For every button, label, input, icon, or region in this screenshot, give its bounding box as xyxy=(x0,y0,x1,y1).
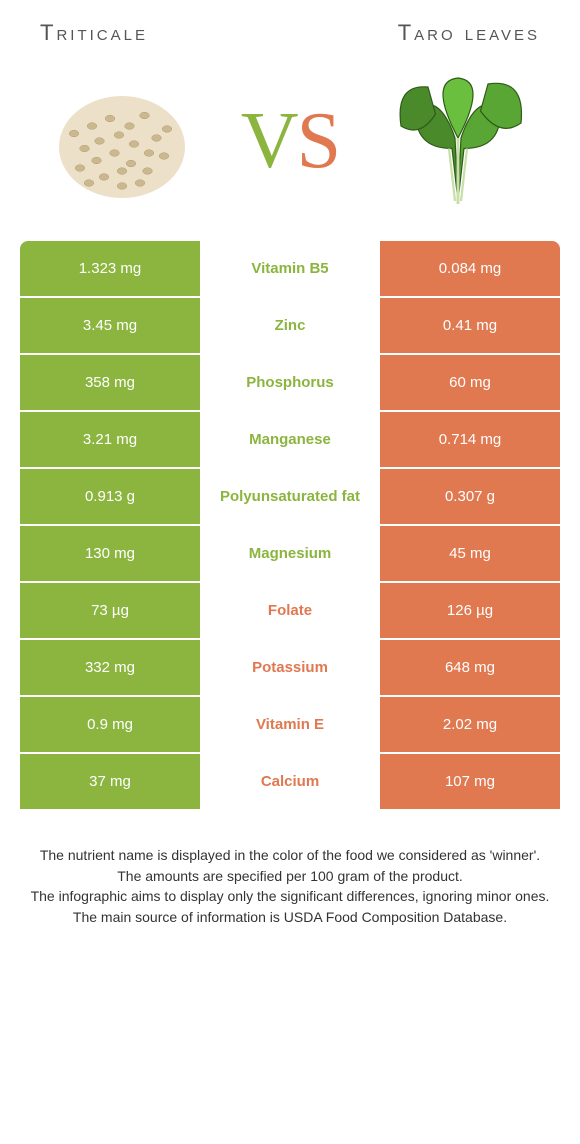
right-value: 45 mg xyxy=(380,526,560,581)
right-value: 0.714 mg xyxy=(380,412,560,467)
right-value: 648 mg xyxy=(380,640,560,695)
title-right: Taro leaves xyxy=(398,20,540,46)
left-value: 0.913 g xyxy=(20,469,200,524)
nutrient-name: Potassium xyxy=(200,640,380,695)
vs-label: VS xyxy=(241,96,339,187)
table-row: 358 mgPhosphorus60 mg xyxy=(20,355,560,412)
table-row: 73 µgFolate126 µg xyxy=(20,583,560,640)
table-row: 332 mgPotassium648 mg xyxy=(20,640,560,697)
vs-v: V xyxy=(241,97,297,185)
footer-line: The main source of information is USDA F… xyxy=(30,908,550,928)
nutrient-name: Folate xyxy=(200,583,380,638)
taro-leaves-image xyxy=(383,66,533,216)
left-value: 358 mg xyxy=(20,355,200,410)
nutrient-table: 1.323 mgVitamin B50.084 mg3.45 mgZinc0.4… xyxy=(20,241,560,811)
vs-s: S xyxy=(297,97,340,185)
right-value: 0.084 mg xyxy=(380,241,560,296)
left-value: 3.45 mg xyxy=(20,298,200,353)
table-row: 3.21 mgManganese0.714 mg xyxy=(20,412,560,469)
left-value: 3.21 mg xyxy=(20,412,200,467)
image-row: VS xyxy=(0,56,580,241)
nutrient-name: Calcium xyxy=(200,754,380,809)
title-left: Triticale xyxy=(40,20,148,46)
nutrient-name: Zinc xyxy=(200,298,380,353)
table-row: 37 mgCalcium107 mg xyxy=(20,754,560,811)
nutrient-name: Polyunsaturated fat xyxy=(200,469,380,524)
nutrient-name: Manganese xyxy=(200,412,380,467)
right-value: 60 mg xyxy=(380,355,560,410)
table-row: 3.45 mgZinc0.41 mg xyxy=(20,298,560,355)
right-value: 0.41 mg xyxy=(380,298,560,353)
footer-line: The amounts are specified per 100 gram o… xyxy=(30,867,550,887)
nutrient-name: Phosphorus xyxy=(200,355,380,410)
right-value: 126 µg xyxy=(380,583,560,638)
footer-line: The infographic aims to display only the… xyxy=(30,887,550,907)
left-value: 37 mg xyxy=(20,754,200,809)
left-value: 130 mg xyxy=(20,526,200,581)
left-value: 73 µg xyxy=(20,583,200,638)
table-row: 0.9 mgVitamin E2.02 mg xyxy=(20,697,560,754)
nutrient-name: Magnesium xyxy=(200,526,380,581)
nutrient-name: Vitamin B5 xyxy=(200,241,380,296)
footer-notes: The nutrient name is displayed in the co… xyxy=(0,811,580,927)
left-value: 1.323 mg xyxy=(20,241,200,296)
left-value: 332 mg xyxy=(20,640,200,695)
table-row: 0.913 gPolyunsaturated fat0.307 g xyxy=(20,469,560,526)
header-row: Triticale Taro leaves xyxy=(0,0,580,56)
nutrient-name: Vitamin E xyxy=(200,697,380,752)
left-value: 0.9 mg xyxy=(20,697,200,752)
right-value: 107 mg xyxy=(380,754,560,809)
right-value: 2.02 mg xyxy=(380,697,560,752)
right-value: 0.307 g xyxy=(380,469,560,524)
triticale-image xyxy=(47,66,197,216)
footer-line: The nutrient name is displayed in the co… xyxy=(30,846,550,866)
table-row: 130 mgMagnesium45 mg xyxy=(20,526,560,583)
table-row: 1.323 mgVitamin B50.084 mg xyxy=(20,241,560,298)
